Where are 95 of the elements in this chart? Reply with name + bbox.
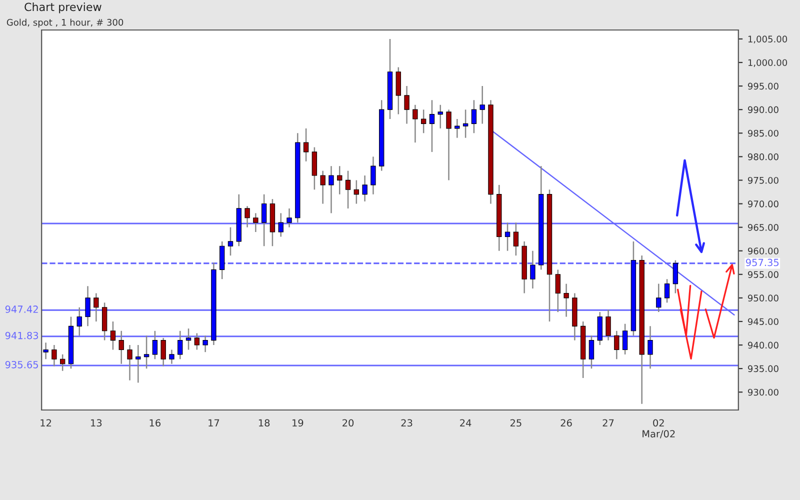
candlestick xyxy=(471,100,477,134)
y-tick-label: 985.00 xyxy=(748,130,778,137)
candlestick xyxy=(420,108,426,134)
candlestick xyxy=(144,334,150,370)
ref-line-label: 947.42 xyxy=(5,306,38,313)
candlestick xyxy=(564,283,569,318)
y-tick-label: 935.00 xyxy=(748,365,778,372)
candlestick xyxy=(178,330,183,360)
candlestick xyxy=(320,170,326,204)
x-tick-label: 02 Mar/02 xyxy=(642,419,675,438)
candlestick xyxy=(588,334,594,370)
candlestick xyxy=(412,104,418,144)
y-tick-label: 940.00 xyxy=(748,342,778,349)
candlestick xyxy=(622,323,628,356)
candlestick xyxy=(504,222,510,252)
candlestick xyxy=(110,320,116,350)
candlestick xyxy=(118,330,124,364)
candlestick xyxy=(220,240,225,280)
candlestick xyxy=(228,226,234,256)
candlestick xyxy=(454,118,460,138)
candlestick xyxy=(404,85,410,124)
candlestick xyxy=(312,146,318,190)
candlestick xyxy=(513,222,519,256)
candlestick xyxy=(656,283,662,313)
x-tick-label: 17 xyxy=(208,419,220,426)
x-tick-label: 20 xyxy=(342,419,354,427)
candlestick xyxy=(76,306,82,336)
y-tick-label: 970.00 xyxy=(748,200,778,208)
candlestick xyxy=(446,108,452,181)
candlestick xyxy=(438,104,443,130)
y-tick-label: 930.00 xyxy=(748,388,778,396)
candlestick xyxy=(303,128,309,162)
ref-line-label: 935.65 xyxy=(5,360,38,368)
y-tick-label: 950.00 xyxy=(748,294,778,302)
chart-title: Chart preview xyxy=(24,2,102,14)
candlestick xyxy=(429,100,435,153)
x-tick-label: 19 xyxy=(292,419,304,427)
candlestick xyxy=(345,170,351,210)
candlestick xyxy=(152,330,158,360)
y-tick-label: 965.00 xyxy=(748,224,778,231)
candlestick xyxy=(462,108,468,138)
candlestick xyxy=(160,337,166,367)
candlestick xyxy=(370,156,376,195)
y-tick-label: 990.00 xyxy=(748,106,778,114)
candlestick xyxy=(60,354,66,372)
candlestick xyxy=(354,180,360,204)
candlestick xyxy=(85,286,90,327)
y-tick-label: 995.00 xyxy=(748,82,778,90)
x-tick-label: 26 xyxy=(560,419,572,427)
candlestick xyxy=(286,208,292,228)
x-tick-label: 24 xyxy=(460,419,472,426)
ref-line-label: 941.83 xyxy=(5,332,38,340)
candlestick xyxy=(555,269,560,313)
x-tick-label: 27 xyxy=(602,419,614,426)
candlestick xyxy=(664,278,670,304)
x-tick-label: 12 xyxy=(40,419,52,426)
candlestick xyxy=(337,165,342,195)
candlestick xyxy=(127,344,132,381)
candlestick xyxy=(672,260,678,294)
candlestick xyxy=(43,342,48,360)
candlestick xyxy=(606,309,611,341)
y-tick-label: 1,005.00 xyxy=(748,36,788,44)
x-tick-label: 18 xyxy=(258,419,270,427)
candlestick xyxy=(597,311,602,346)
candlestick xyxy=(94,292,99,322)
candlestick xyxy=(136,344,141,384)
candlestick xyxy=(328,165,334,214)
candlestick xyxy=(530,250,536,290)
y-tick-label: 945.00 xyxy=(748,318,778,326)
x-tick-label: 13 xyxy=(91,419,102,427)
candlestick xyxy=(253,212,258,233)
candlestick xyxy=(278,212,284,238)
y-tick-label: 1,000.00 xyxy=(748,59,788,67)
candlestick xyxy=(244,205,250,228)
y-tick-label: 960.00 xyxy=(748,248,778,254)
ref-line-label: 957.35 xyxy=(746,258,779,266)
candlestick xyxy=(362,174,368,202)
candlestick xyxy=(169,349,174,364)
candlestick xyxy=(261,194,267,247)
y-tick-label: 975.00 xyxy=(748,176,778,184)
x-tick-label: 16 xyxy=(150,419,161,427)
chart-subtitle: Gold, spot , 1 hour, # 300 xyxy=(6,18,124,28)
y-tick-label: 955.00 xyxy=(748,271,778,278)
x-tick-label: 25 xyxy=(510,419,522,427)
candlestick xyxy=(480,85,485,124)
candlestick xyxy=(614,330,620,360)
candlestick xyxy=(202,334,208,353)
y-tick-label: 980.00 xyxy=(748,153,778,160)
candlestick xyxy=(648,326,653,370)
candlestick xyxy=(194,332,200,350)
candlestick xyxy=(186,328,192,350)
candlestick xyxy=(102,302,108,341)
x-tick-label: 23 xyxy=(401,419,412,427)
candlestick xyxy=(52,344,57,367)
candlestick xyxy=(396,66,401,115)
